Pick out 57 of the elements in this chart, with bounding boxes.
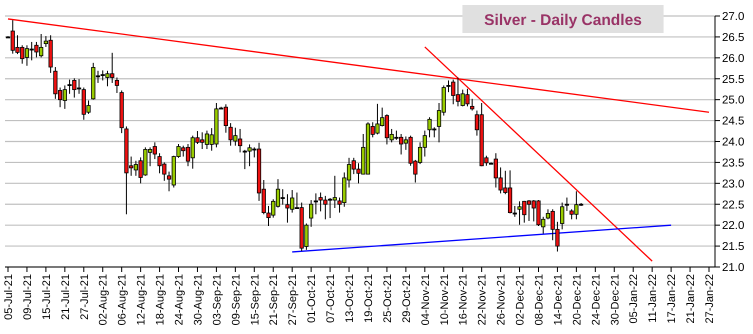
x-tick-label: 09-Jul-21 <box>22 274 34 320</box>
x-tick-label: 04-Nov-21 <box>420 274 432 326</box>
candlestick <box>560 202 564 230</box>
x-tick-label: 30-Dec-21 <box>609 274 622 326</box>
x-tick-label: 21-Jan-22 <box>685 274 698 324</box>
x-tick-label: 24-Aug-21 <box>174 274 186 326</box>
candlestick <box>314 192 318 215</box>
y-tick-label: 22.5 <box>722 199 744 212</box>
x-tick-label: 22-Nov-21 <box>476 274 489 326</box>
candlestick <box>309 200 314 228</box>
candlestick <box>114 76 120 94</box>
x-tick-label: 18-Aug-21 <box>154 274 167 326</box>
x-tick-label: 17-Jan-22 <box>666 274 678 324</box>
y-tick-label: 25.0 <box>722 94 744 107</box>
y-tick-label: 26.0 <box>722 52 744 65</box>
x-tick-label: 14-Dec-21 <box>552 274 564 326</box>
x-tick-label: 30-Aug-21 <box>192 274 204 326</box>
x-tick-label: 24-Dec-21 <box>590 274 602 326</box>
x-tick-label: 27-Jan-22 <box>704 274 716 324</box>
x-tick-label: 11-Jan-22 <box>647 274 660 323</box>
y-tick-label: 24.0 <box>722 136 744 148</box>
x-tick-label: 09-Sep-21 <box>230 274 242 326</box>
x-tick-label: 16-Nov-21 <box>458 274 470 326</box>
x-tick-label: 27-Jul-21 <box>78 274 91 320</box>
chart-title: Silver - Daily Candles <box>484 12 642 29</box>
x-tick-label: 02-Aug-21 <box>98 274 110 326</box>
x-tick-label: 13-Oct-21 <box>344 274 356 323</box>
x-tick-label: 15-Jul-21 <box>40 274 53 320</box>
x-tick-label: 27-Sep-21 <box>287 274 300 326</box>
y-tick-label: 23.5 <box>722 157 744 170</box>
x-tick-label: 25-Oct-21 <box>382 274 394 323</box>
y-tick-label: 21.5 <box>722 241 744 254</box>
y-tick-label: 21.0 <box>722 262 744 274</box>
y-tick-label: 23.0 <box>722 178 744 190</box>
x-tick-label: 20-Dec-21 <box>571 274 584 326</box>
y-tick-label: 26.5 <box>722 32 744 44</box>
x-tick-label: 05-Jan-22 <box>628 274 640 324</box>
x-tick-label: 02-Dec-21 <box>514 274 527 326</box>
candlestick <box>470 98 474 112</box>
x-tick-label: 10-Nov-21 <box>438 274 451 326</box>
x-tick-label: 21-Jul-21 <box>60 274 72 320</box>
x-tick-label: 15-Sep-21 <box>249 274 262 326</box>
x-tick-label: 26-Nov-21 <box>496 274 508 326</box>
y-tick-label: 27.0 <box>722 11 744 23</box>
x-tick-label: 07-Oct-21 <box>325 274 338 323</box>
y-tick-label: 25.5 <box>722 74 744 86</box>
x-tick-label: 12-Aug-21 <box>136 274 148 326</box>
y-tick-label: 22.0 <box>722 220 744 232</box>
x-tick-label: 08-Dec-21 <box>533 274 546 326</box>
y-tick-label: 24.5 <box>722 116 744 128</box>
x-tick-label: 29-Oct-21 <box>400 274 413 323</box>
x-tick-label: 19-Oct-21 <box>362 274 375 323</box>
x-tick-label: 01-Oct-21 <box>306 274 318 323</box>
x-tick-label: 03-Sep-21 <box>211 274 224 326</box>
x-tick-label: 05-Jul-21 <box>3 274 15 320</box>
x-tick-label: 06-Aug-21 <box>116 274 129 326</box>
x-tick-label: 21-Sep-21 <box>268 274 280 326</box>
